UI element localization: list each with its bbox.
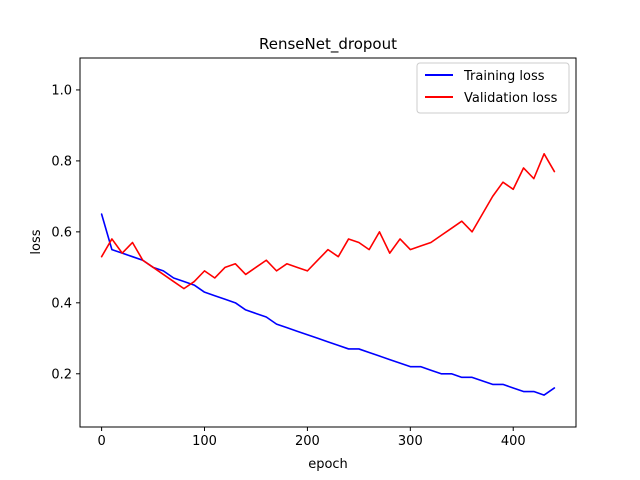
y-tick-label: 0.6 [51, 225, 72, 240]
legend-box [416, 62, 570, 114]
x-tick-label: 200 [295, 434, 320, 449]
x-tick-label: 400 [501, 434, 526, 449]
y-axis: 0.2 0.4 0.6 0.8 1.0 [51, 83, 80, 382]
legend: Training loss Validation loss [416, 62, 570, 114]
y-tick-label: 1.0 [51, 83, 72, 98]
chart-title: RenseNet_dropout [259, 35, 397, 54]
x-axis-title: epoch [308, 457, 348, 472]
x-axis: 0 100 200 300 400 [97, 427, 526, 449]
series-training-loss [100, 213, 556, 396]
x-tick-label: 0 [97, 434, 105, 449]
y-tick-label: 0.4 [51, 296, 72, 311]
x-tick-label: 100 [192, 434, 217, 449]
legend-label-training: Training loss [463, 69, 545, 84]
y-axis-title: loss [29, 229, 44, 254]
series-layer [100, 153, 556, 396]
series-validation-loss [100, 153, 556, 290]
legend-label-validation: Validation loss [464, 91, 558, 106]
y-tick-label: 0.8 [51, 154, 72, 169]
x-tick-label: 300 [398, 434, 423, 449]
plot-frame [79, 57, 577, 428]
y-tick-label: 0.2 [51, 367, 72, 382]
